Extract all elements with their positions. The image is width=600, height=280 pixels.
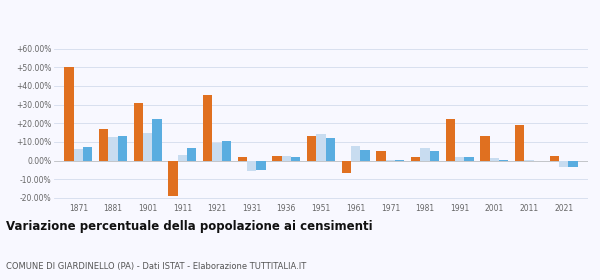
Bar xyxy=(446,120,455,160)
Bar xyxy=(168,160,178,196)
Bar xyxy=(272,156,281,160)
Bar xyxy=(143,134,152,160)
Bar xyxy=(74,149,83,160)
Bar xyxy=(559,160,568,167)
Bar xyxy=(203,95,212,160)
Bar xyxy=(351,146,361,160)
Bar xyxy=(316,134,326,160)
Bar xyxy=(83,146,92,160)
Bar xyxy=(341,160,351,173)
Bar xyxy=(430,151,439,160)
Bar xyxy=(361,150,370,160)
Bar xyxy=(490,158,499,160)
Bar xyxy=(481,136,490,160)
Bar xyxy=(152,120,161,160)
Bar xyxy=(291,157,301,160)
Bar xyxy=(247,160,256,171)
Bar xyxy=(568,160,578,167)
Bar xyxy=(108,137,118,160)
Bar xyxy=(281,156,291,160)
Bar xyxy=(187,148,196,160)
Text: COMUNE DI GIARDINELLO (PA) - Dati ISTAT - Elaborazione TUTTITALIA.IT: COMUNE DI GIARDINELLO (PA) - Dati ISTAT … xyxy=(6,262,306,271)
Bar xyxy=(64,67,74,160)
Text: Variazione percentuale della popolazione ai censimenti: Variazione percentuale della popolazione… xyxy=(6,220,373,233)
Bar xyxy=(256,160,266,170)
Bar xyxy=(134,103,143,160)
Bar xyxy=(376,151,386,160)
Bar xyxy=(99,129,108,160)
Bar xyxy=(212,143,221,160)
Bar xyxy=(550,156,559,160)
Bar xyxy=(515,125,524,160)
Bar xyxy=(464,157,474,160)
Bar xyxy=(411,157,421,160)
Bar xyxy=(178,155,187,160)
Bar xyxy=(455,157,464,160)
Bar xyxy=(118,136,127,160)
Bar xyxy=(326,138,335,160)
Bar xyxy=(221,141,231,160)
Bar xyxy=(307,136,316,160)
Bar xyxy=(238,157,247,160)
Bar xyxy=(421,148,430,160)
